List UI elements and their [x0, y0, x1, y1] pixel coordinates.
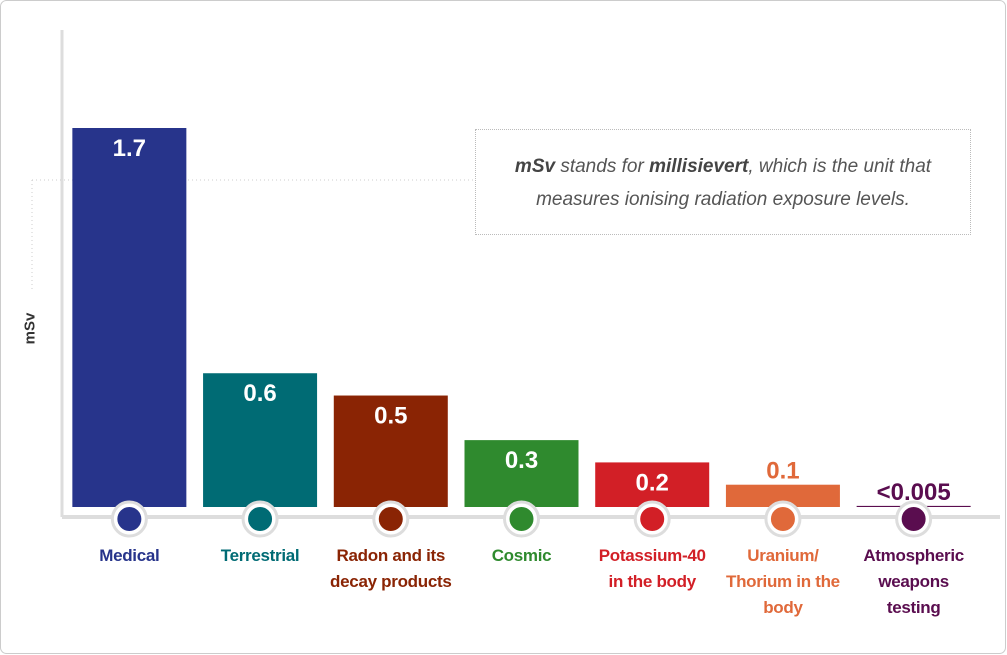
bar: [333, 395, 448, 507]
value-label: 0.5: [374, 403, 407, 430]
note: mSv stands for millisievert, which is th…: [475, 129, 971, 235]
value-label: 0.3: [505, 447, 538, 474]
category-label: Radon and its decay products: [330, 546, 452, 591]
bar: [72, 128, 187, 507]
bar: [203, 373, 318, 507]
marker-dot: [901, 507, 926, 531]
marker-dot: [770, 507, 795, 531]
note-term: mSv: [514, 156, 556, 177]
category-label: Cosmic: [491, 546, 552, 565]
marker-dot: [117, 507, 142, 531]
category-label: Uranium/ Thorium in the body: [725, 546, 840, 617]
category-label: Potassium-40 in the body: [598, 546, 706, 591]
y-axis-label: mSv: [21, 312, 39, 345]
note-text: stands for: [555, 156, 650, 177]
value-label: 0.1: [766, 458, 799, 485]
marker-dot: [640, 507, 665, 531]
category-label: Atmospheric weapons testing: [863, 546, 964, 617]
bar: [725, 484, 840, 507]
bar: [595, 462, 710, 507]
note-text: , which is the unit that measures ionisi…: [536, 156, 932, 210]
note-term: millisievert: [649, 156, 749, 177]
category-label: Terrestrial: [220, 546, 300, 565]
value-label: 0.2: [636, 469, 669, 496]
marker-dot: [378, 507, 403, 531]
category-label: Medical: [99, 546, 160, 565]
bar: [464, 440, 579, 507]
value-label: 1.7: [113, 135, 146, 162]
marker-dot: [509, 507, 534, 531]
marker-dot: [248, 507, 273, 531]
value-label: 0.6: [243, 380, 276, 407]
